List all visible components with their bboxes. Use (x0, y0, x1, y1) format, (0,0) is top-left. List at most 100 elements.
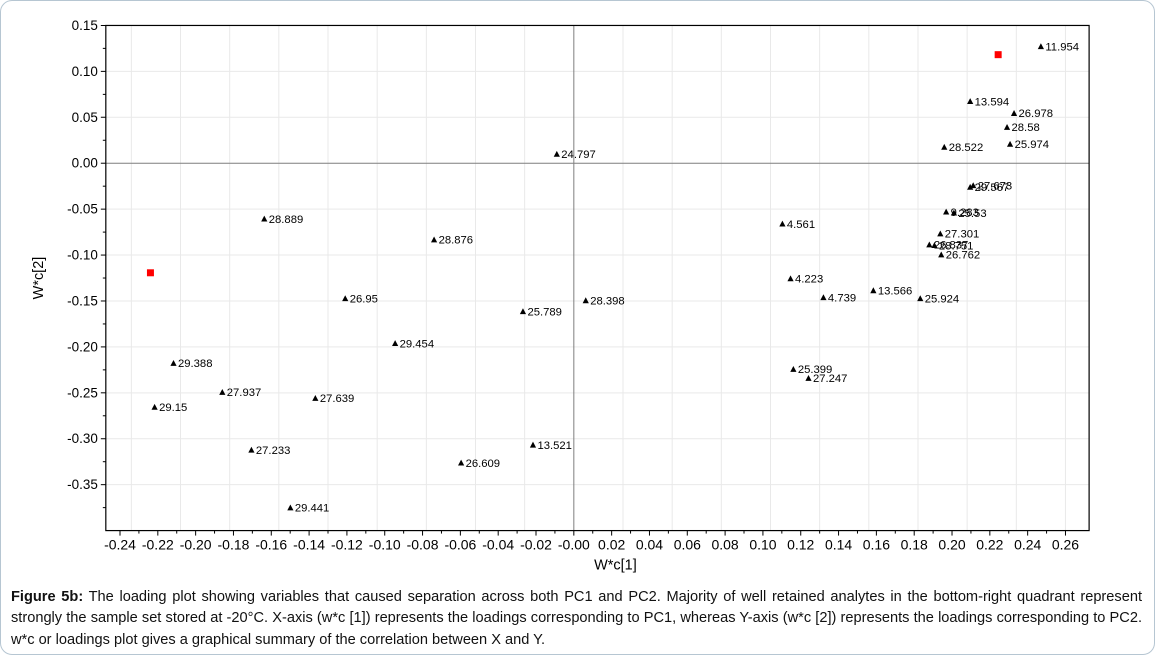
point-marker-triangle (170, 360, 177, 366)
y-tick-label: -0.10 (67, 248, 98, 263)
point-label: 9.283 (951, 207, 979, 219)
x-tick-label: -0.18 (218, 537, 250, 553)
point-marker-triangle (870, 287, 877, 294)
x-tick-label: 0.12 (787, 537, 814, 553)
x-tick-label: -0.00 (558, 537, 590, 553)
point-label: 27.233 (256, 445, 290, 457)
point-marker-triangle (151, 403, 158, 410)
point-label: 27.937 (227, 387, 261, 399)
point-marker-triangle (967, 98, 974, 104)
figure-caption-text: The loading plot showing variables that … (11, 589, 1142, 648)
point-marker-triangle (938, 251, 945, 258)
point-label: 4.223 (795, 274, 823, 286)
y-axis: -0.35 -0.30 -0.25 -0.20 -0.15 -0.10 -0.05 0.00 0… (31, 18, 106, 509)
point-marker-triangle (553, 150, 560, 157)
data-points: 11.954 13.594 26.978 28.58 25.974 28.522 24.79… (146, 41, 1079, 515)
y-tick-label: 0.00 (72, 156, 98, 171)
point-marker-triangle (1003, 124, 1011, 130)
point-marker-triangle (941, 143, 948, 150)
point-label: 27.639 (320, 393, 354, 405)
point-label: 25.924 (925, 293, 959, 305)
zero-lines (105, 25, 1090, 531)
point-marker-triangle (937, 230, 944, 237)
loading-plot-svg: -0.24 -0.22 -0.20 -0.18 -0.16 -0.14 -0.12 -0.10… (31, 18, 1090, 574)
point-label: 29.15 (159, 402, 187, 414)
point-label: 28.889 (269, 214, 303, 226)
y-tick-label: -0.25 (67, 385, 98, 400)
point-label: 4.561 (787, 219, 815, 231)
point-marker-triangle (787, 275, 794, 282)
gridlines (105, 25, 1090, 531)
x-tick-label: 0.16 (863, 537, 890, 553)
point-label: 29.567 (975, 182, 1009, 194)
point-marker-triangle (1037, 43, 1044, 50)
point-marker-triangle (970, 182, 977, 189)
point-label: 13.566 (878, 285, 912, 297)
x-tick-label: -0.10 (369, 537, 401, 553)
point-label: 24.797 (561, 149, 595, 161)
x-tick-label: 0.22 (976, 537, 1003, 553)
y-tick-label: 0.15 (72, 18, 98, 33)
point-marker-triangle (967, 183, 974, 190)
point-marker-triangle (342, 295, 349, 302)
y-tick-label: -0.05 (67, 202, 98, 217)
y-tick-label: 0.10 (72, 64, 98, 79)
point-marker-triangle (943, 208, 950, 215)
point-label: 26.837 (934, 240, 968, 252)
point-marker-triangle (392, 340, 399, 346)
point-label: 25.399 (798, 364, 832, 376)
point-label: 28.522 (949, 142, 983, 154)
x-tick-label: 0.14 (825, 537, 852, 553)
point-label: 4.739 (828, 292, 856, 304)
x-tick-label: -0.16 (255, 537, 287, 553)
point-marker-triangle (805, 375, 812, 381)
point-marker-triangle (519, 308, 527, 315)
point-label: 25.53 (958, 208, 986, 220)
point-label: 26.978 (1019, 108, 1053, 120)
point-label: 13.594 (975, 96, 1009, 108)
x-tick-label: -0.14 (293, 537, 325, 553)
point-marker-triangle (1006, 140, 1014, 147)
x-tick-label: 0.08 (712, 537, 739, 553)
point-marker-triangle (931, 242, 938, 249)
x-tick-label: -0.24 (104, 537, 136, 553)
x-tick-label: 0.20 (938, 537, 965, 553)
x-tick-label: 0.06 (674, 537, 701, 553)
point-label: 25.974 (1015, 139, 1049, 151)
y-axis-title: W*c[2] (31, 257, 47, 300)
x-tick-label: -0.08 (407, 537, 439, 553)
point-marker-triangle (790, 366, 797, 372)
figure-caption: Figure 5b: The loading plot showing vari… (1, 579, 1154, 651)
point-marker-triangle (430, 236, 438, 243)
point-marker-triangle (950, 209, 958, 216)
point-marker-triangle (458, 459, 465, 466)
point-marker-triangle (219, 388, 226, 395)
point-marker-triangle (287, 504, 294, 511)
point-label: 28.751 (939, 240, 973, 252)
point-label: 13.521 (537, 440, 571, 452)
point-marker-triangle (926, 241, 933, 248)
point-marker-triangle (779, 220, 786, 227)
point-marker-square (146, 269, 154, 277)
x-tick-label: 0.10 (749, 537, 776, 553)
figure-caption-label: Figure 5b: (11, 589, 84, 605)
point-label: 25.789 (527, 306, 561, 318)
point-marker-triangle (582, 297, 589, 304)
x-tick-label: -0.04 (482, 537, 514, 553)
x-axis-title: W*c[1] (594, 558, 637, 574)
x-tick-label: 0.02 (598, 537, 625, 553)
point-marker-square (994, 51, 1002, 59)
y-tick-label: -0.35 (67, 477, 98, 492)
point-label: 26.609 (466, 458, 500, 470)
x-tick-label: 0.26 (1052, 537, 1079, 553)
x-tick-label: -0.12 (331, 537, 363, 553)
y-tick-label: -0.20 (67, 339, 98, 354)
x-axis: -0.24 -0.22 -0.20 -0.18 -0.16 -0.14 -0.12 -0.10… (104, 530, 1079, 574)
plot-frame (105, 24, 1090, 532)
point-marker-triangle (248, 446, 255, 453)
x-tick-label: -0.20 (180, 537, 212, 553)
point-marker-triangle (261, 215, 268, 222)
point-label: 11.954 (1045, 41, 1079, 53)
x-tick-label: -0.22 (142, 537, 174, 553)
